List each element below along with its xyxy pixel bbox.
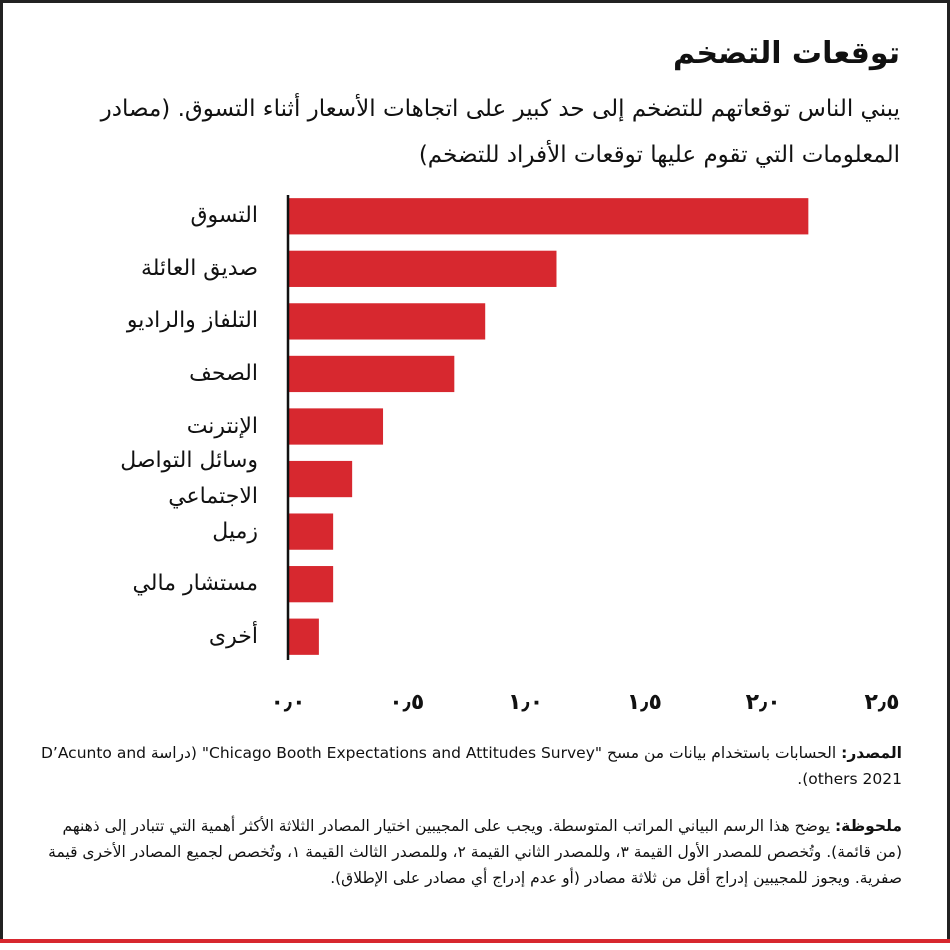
bar — [288, 198, 809, 235]
bar — [288, 355, 455, 393]
x-tick-label: ٠٫٠ — [270, 690, 306, 715]
y-tick-label: الصحف — [189, 360, 258, 386]
bar — [288, 303, 486, 340]
note-label: ملحوظة: — [834, 817, 902, 835]
y-tick-label: زميل — [212, 518, 258, 544]
bar — [288, 618, 319, 655]
y-tick-label: أخرى — [208, 623, 258, 649]
x-tick-label: ٢٫٠ — [745, 690, 781, 715]
x-tick-label: ٠٫٥ — [389, 690, 425, 715]
chart-title: توقعات التضخم — [672, 36, 900, 71]
bar — [288, 408, 384, 445]
chart-subtitle: يبني الناس توقعاتهم للتضخم إلى حد كبير ع… — [100, 96, 900, 168]
x-tick-label: ٢٫٥ — [864, 690, 900, 715]
y-tick-label: صديق العائلة — [140, 255, 258, 281]
bar — [288, 460, 353, 498]
bar — [288, 566, 334, 603]
source-label: المصدر: — [841, 744, 902, 762]
x-tick-label: ١٫٥ — [626, 690, 662, 715]
note: ملحوظة: يوضح هذا الرسم البياني المراتب ا… — [32, 813, 902, 891]
x-tick-label: ١٫٠ — [508, 690, 544, 715]
bar — [288, 513, 334, 550]
source: المصدر: الحسابات باستخدام بيانات من مسح … — [32, 740, 902, 792]
source-text: الحسابات باستخدام بيانات من مسح "Chicago… — [40, 744, 902, 788]
y-tick-label: التلفاز والراديو — [126, 308, 258, 334]
y-tick-label: مستشار مالي — [132, 571, 258, 597]
y-tick-label: الإنترنت — [186, 413, 258, 439]
y-tick-label: وسائل التواصل الاجتماعي — [120, 448, 258, 510]
y-tick-label: التسوق — [190, 203, 258, 229]
note-text: يوضح هذا الرسم البياني المراتب المتوسطة.… — [48, 817, 902, 887]
bar — [288, 250, 557, 287]
bottom-rule — [0, 939, 950, 943]
